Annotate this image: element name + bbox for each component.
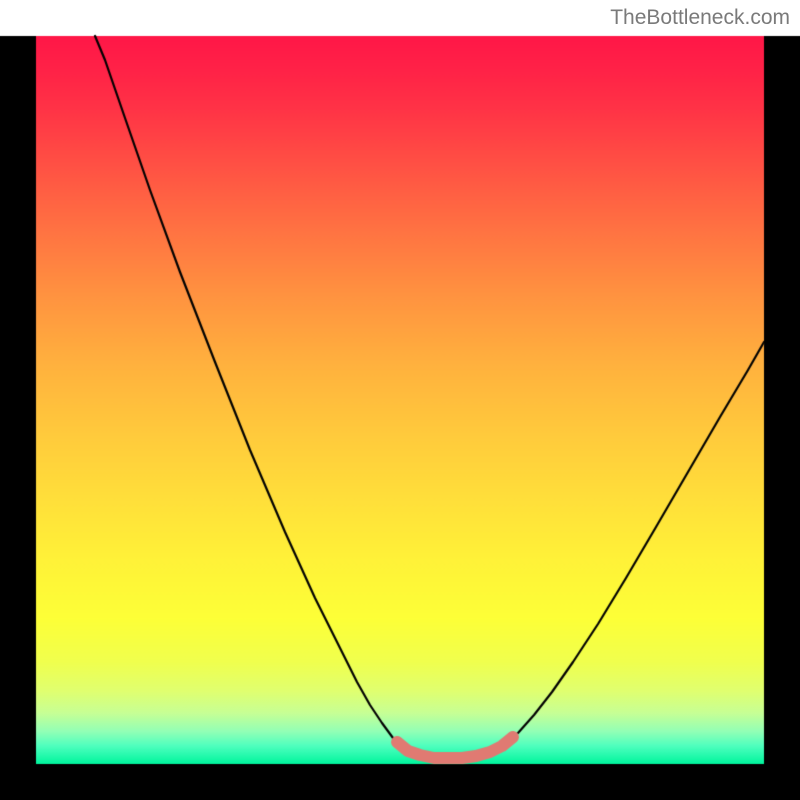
bottleneck-curve-layer — [0, 0, 800, 800]
chart-stage: TheBottleneck.com — [0, 0, 800, 800]
watermark-label[interactable]: TheBottleneck.com — [610, 6, 790, 30]
